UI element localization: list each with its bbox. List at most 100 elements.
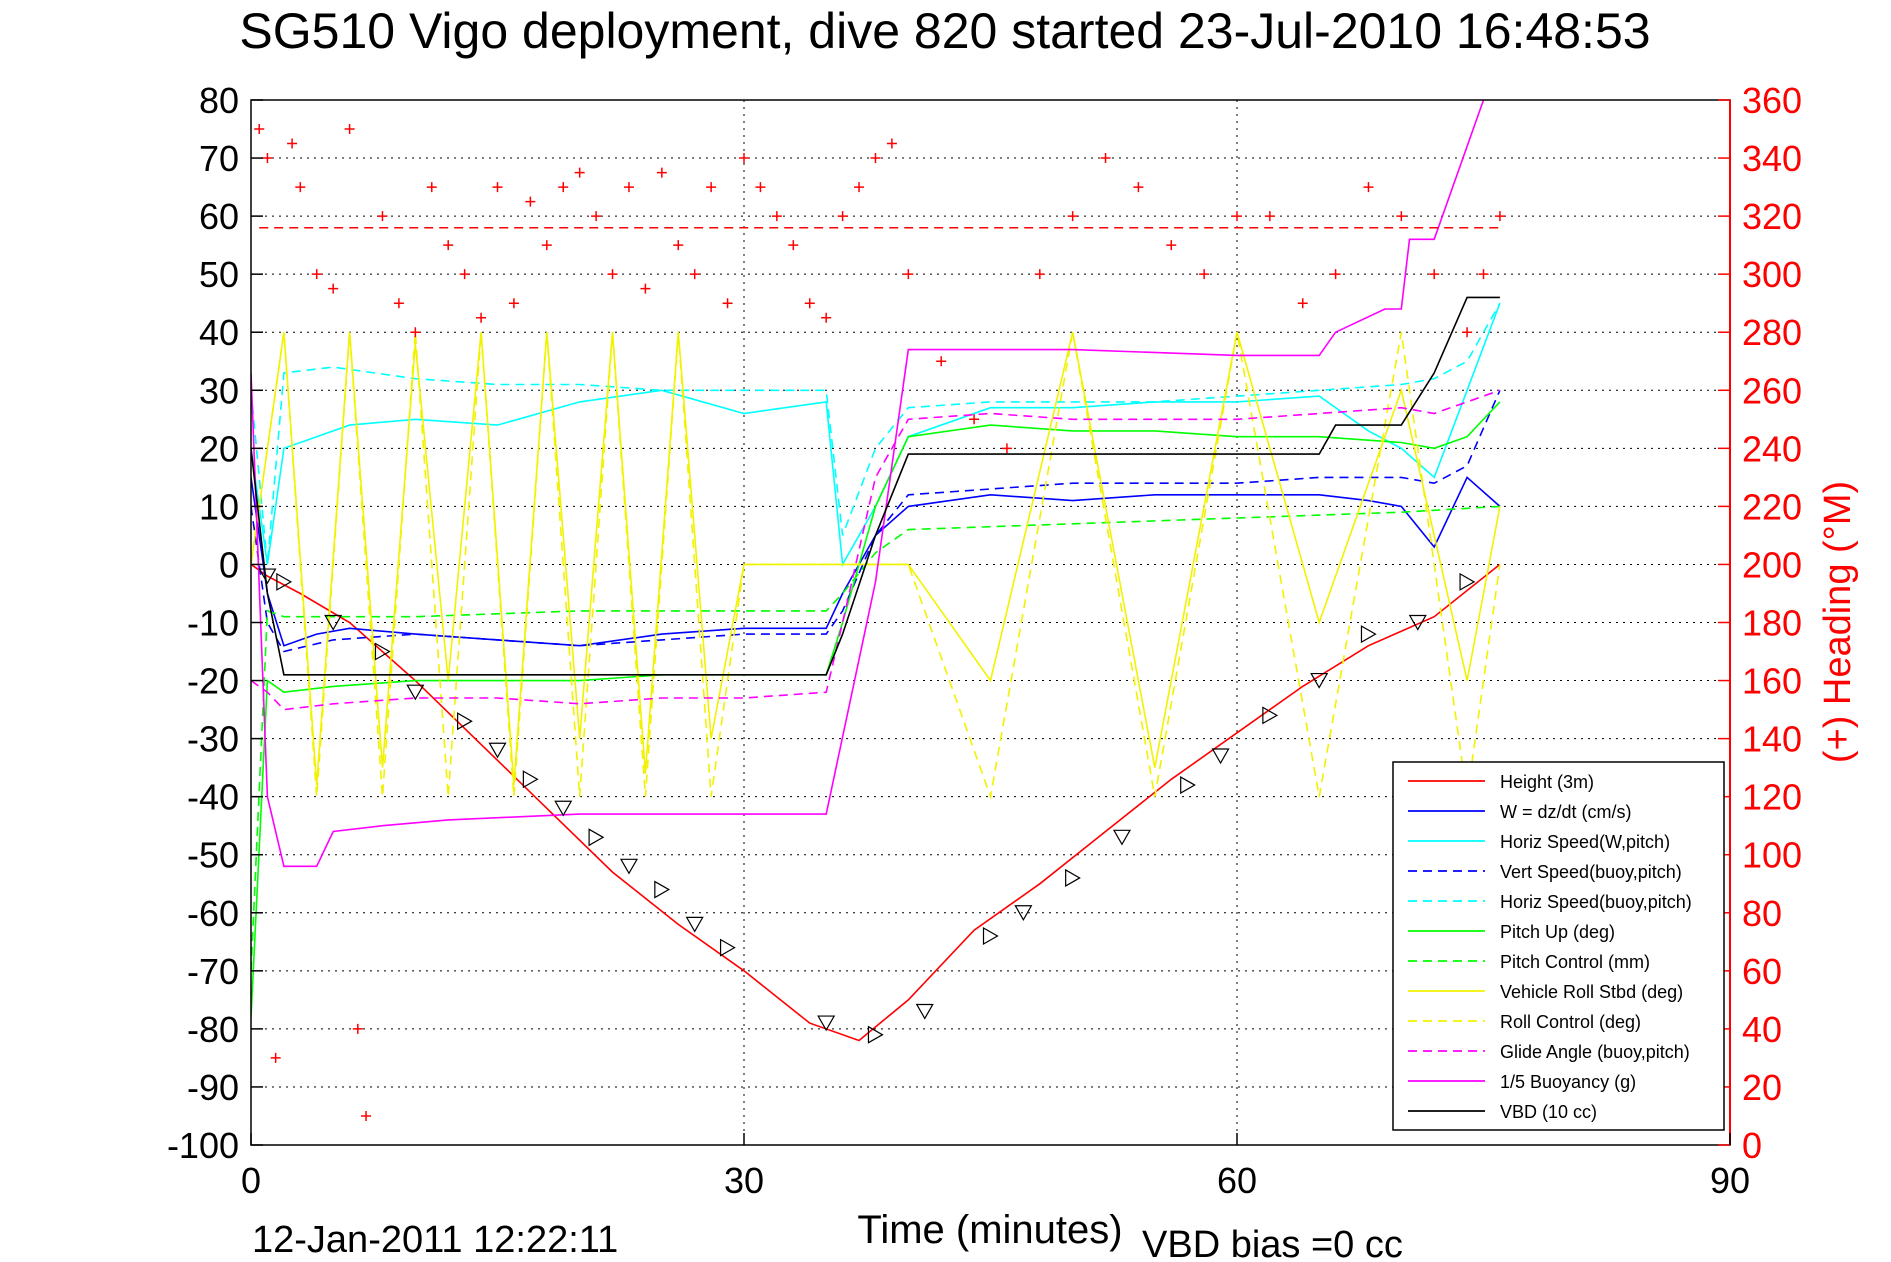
heading-marker: [1232, 211, 1242, 222]
series-line-0: [251, 563, 1501, 1042]
heading-marker: [1100, 153, 1111, 164]
heading-marker: [1166, 240, 1177, 251]
depth-triangle: [522, 770, 539, 789]
heading-marker: [1494, 211, 1505, 222]
heading-marker: [1462, 327, 1473, 338]
heading-marker: [886, 138, 897, 149]
y-tick-label: -100: [167, 1125, 239, 1166]
heading-marker: [426, 182, 437, 193]
heading-marker: [1363, 182, 1374, 193]
heading-marker: [1034, 269, 1045, 280]
y-tick-label: 40: [199, 312, 239, 353]
y-right-tick-label: 260: [1742, 370, 1802, 411]
depth-triangle: [258, 568, 277, 585]
depth-triangle: [817, 1015, 836, 1032]
right-axis: 3603403203002802602402202001801601401201…: [1718, 80, 1802, 1166]
depth-triangle: [1360, 625, 1377, 644]
y-right-tick-label: 100: [1742, 835, 1802, 876]
depth-triangle: [719, 938, 736, 957]
y-right-tick-label: 200: [1742, 544, 1802, 585]
y-tick-label: 0: [219, 544, 239, 585]
heading-marker: [870, 153, 881, 164]
series-layer: [251, 100, 1501, 1042]
heading-marker: [591, 211, 602, 222]
y-tick-label: 70: [199, 138, 239, 179]
heading-marker: [262, 153, 273, 164]
depth-triangle: [1310, 672, 1329, 689]
heading-marker: [459, 269, 470, 280]
y-right-tick-label: 320: [1742, 196, 1802, 237]
heading-marker: [295, 182, 306, 193]
y-tick-label: -20: [187, 661, 239, 702]
y-right-tick-label: 300: [1742, 254, 1802, 295]
heading-marker: [1067, 211, 1078, 222]
y-tick-label: 10: [199, 486, 239, 527]
legend-label: VBD (10 cc): [1500, 1102, 1597, 1122]
heading-marker: [673, 240, 684, 251]
depth-triangle: [488, 742, 507, 759]
heading-marker: [525, 196, 536, 207]
depth-triangle: [374, 642, 391, 661]
y-right-tick-label: 0: [1742, 1125, 1762, 1166]
y-right-tick-label: 60: [1742, 951, 1782, 992]
depth-triangle: [406, 684, 425, 701]
heading-marker: [1478, 269, 1489, 280]
series-line-2: [251, 302, 1501, 567]
depth-triangle-markers: [258, 568, 1476, 1044]
depth-triangle: [324, 614, 343, 631]
heading-marker: [1133, 182, 1144, 193]
y-tick-label: -90: [187, 1067, 239, 1108]
legend-label: Horiz Speed(W,pitch): [1500, 832, 1670, 852]
x-axis: 0 30 60 90: [241, 1133, 1750, 1201]
heading-marker: [689, 269, 700, 280]
x-tick-label: 30: [724, 1160, 764, 1201]
depth-triangle: [982, 926, 999, 946]
heading-marker: [1001, 443, 1012, 454]
heading-markers: [254, 124, 1505, 1121]
y-tick-label: 20: [199, 428, 239, 469]
heading-marker: [254, 124, 265, 135]
y-tick-label: -80: [187, 1009, 239, 1050]
heading-marker: [541, 240, 552, 251]
heading-marker: [443, 240, 454, 251]
heading-marker: [656, 167, 667, 178]
y-right-tick-label: 240: [1742, 428, 1802, 469]
series-line-3: [251, 389, 1501, 653]
heading-marker: [936, 356, 947, 367]
depth-triangle: [1180, 776, 1196, 795]
heading-marker: [361, 1110, 372, 1121]
heading-marker: [1264, 211, 1275, 222]
y-right-tick-label: 180: [1742, 603, 1802, 644]
y-tick-label: -40: [187, 777, 239, 818]
heading-marker: [804, 298, 815, 309]
heading-marker: [1429, 269, 1440, 280]
legend-label: Horiz Speed(buoy,pitch): [1500, 892, 1692, 912]
heading-marker: [1297, 298, 1308, 309]
heading-marker: [344, 124, 355, 135]
footer-vbd-bias: VBD bias =0 cc: [1142, 1224, 1403, 1262]
heading-marker: [788, 240, 799, 251]
heading-marker: [328, 283, 339, 294]
heading-marker: [623, 182, 634, 193]
heading-marker: [558, 182, 569, 193]
heading-marker: [607, 269, 618, 280]
series-line-9: [251, 389, 1501, 711]
legend-box: [1392, 761, 1725, 1131]
heading-marker: [706, 182, 717, 193]
y-right-tick-label: 140: [1742, 719, 1802, 760]
x-tick-label: 90: [1710, 1160, 1750, 1201]
depth-triangle: [1112, 829, 1132, 846]
chart-title: SG510 Vigo deployment, dive 820 started …: [239, 3, 1650, 59]
depth-triangle: [1014, 905, 1033, 921]
heading-marker: [969, 414, 980, 425]
legend: Height (3m) W = dz/dt (cm/s) Horiz Speed(W…: [1392, 761, 1725, 1131]
heading-marker: [476, 312, 487, 323]
heading-marker: [1396, 211, 1407, 222]
heading-marker: [287, 138, 298, 149]
y-tick-label: -30: [187, 719, 239, 760]
heading-marker: [270, 1052, 281, 1063]
heading-marker: [755, 182, 766, 193]
y-tick-label: -50: [187, 835, 239, 876]
depth-triangle: [619, 858, 639, 875]
heading-marker: [352, 1023, 363, 1034]
